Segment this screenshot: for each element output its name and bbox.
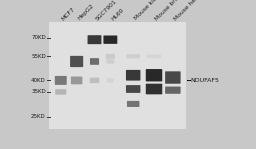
Text: NDUFAF5: NDUFAF5 xyxy=(191,78,220,83)
FancyBboxPatch shape xyxy=(88,35,101,44)
Text: HL60: HL60 xyxy=(110,7,125,21)
Text: Mouse kidney: Mouse kidney xyxy=(133,0,166,21)
FancyBboxPatch shape xyxy=(126,85,141,93)
FancyBboxPatch shape xyxy=(55,76,67,85)
Text: 70KD: 70KD xyxy=(31,35,46,41)
Text: 55KD: 55KD xyxy=(31,54,46,59)
FancyBboxPatch shape xyxy=(126,70,141,81)
FancyBboxPatch shape xyxy=(165,87,180,94)
FancyBboxPatch shape xyxy=(165,71,180,84)
FancyBboxPatch shape xyxy=(126,54,140,58)
FancyBboxPatch shape xyxy=(107,78,114,83)
FancyBboxPatch shape xyxy=(55,89,66,95)
Text: 35KD: 35KD xyxy=(31,89,46,94)
FancyBboxPatch shape xyxy=(127,101,140,107)
FancyBboxPatch shape xyxy=(90,58,99,65)
Text: 25KD: 25KD xyxy=(31,114,46,119)
Text: MCF7: MCF7 xyxy=(61,6,76,21)
FancyBboxPatch shape xyxy=(103,35,117,44)
FancyBboxPatch shape xyxy=(90,78,99,83)
FancyBboxPatch shape xyxy=(146,84,162,94)
FancyBboxPatch shape xyxy=(147,55,161,58)
Text: Mouse heart: Mouse heart xyxy=(173,0,203,21)
Text: Mouse brain: Mouse brain xyxy=(154,0,184,21)
FancyBboxPatch shape xyxy=(71,76,82,84)
FancyBboxPatch shape xyxy=(106,59,114,64)
Text: SGC7901: SGC7901 xyxy=(94,0,118,21)
FancyBboxPatch shape xyxy=(106,54,115,59)
Text: 40KD: 40KD xyxy=(31,78,46,83)
Text: HepG2: HepG2 xyxy=(77,3,95,21)
Bar xyxy=(49,22,186,129)
FancyBboxPatch shape xyxy=(146,69,162,82)
FancyBboxPatch shape xyxy=(70,56,83,67)
